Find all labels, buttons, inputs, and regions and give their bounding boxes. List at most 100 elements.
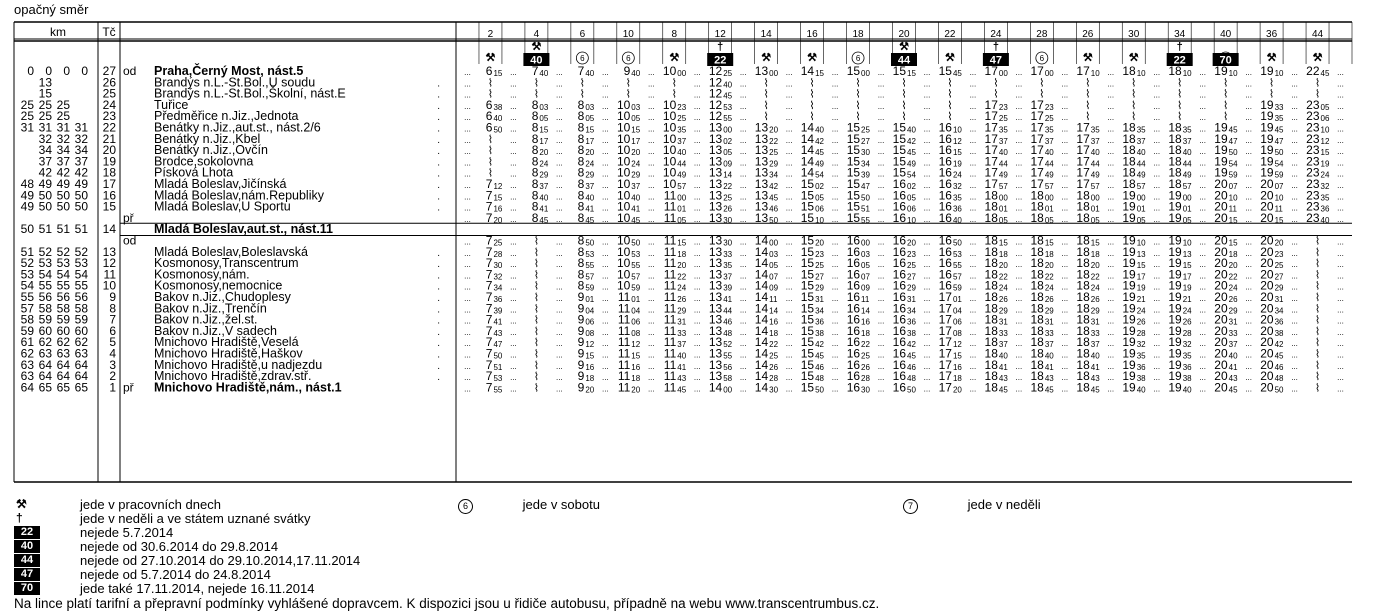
- time-minute: 16: [631, 363, 640, 372]
- time-hour: 20: [1214, 335, 1228, 349]
- km-value: 54: [75, 267, 89, 281]
- separator-dots: ...: [602, 79, 609, 88]
- separator-dots: ...: [924, 158, 931, 167]
- time-hour: 19: [1214, 64, 1228, 78]
- time-hour: 18: [1168, 177, 1182, 191]
- time-minute: 26: [999, 295, 1008, 304]
- separator-dots: ...: [924, 294, 931, 303]
- time-hour: 10: [663, 177, 677, 191]
- tc-value: 6: [109, 324, 116, 338]
- time-hour: 18: [1168, 166, 1182, 180]
- separator-dots: ...: [924, 384, 931, 393]
- time-minute: 40: [1321, 216, 1330, 225]
- separator-dots: ...: [1153, 238, 1160, 247]
- skip-mark: ⌇: [855, 111, 860, 123]
- time-hour: 19: [1168, 279, 1182, 293]
- separator-dots: ...: [1016, 113, 1023, 122]
- separator-dots: ...: [1291, 362, 1298, 371]
- time-minute: 09: [769, 284, 778, 293]
- time-minute: 00: [1045, 69, 1054, 78]
- time-minute: 25: [493, 239, 502, 248]
- time-hour: 18: [1168, 121, 1182, 135]
- skip-mark: ⌇: [1177, 89, 1182, 101]
- separator-dots: ...: [1153, 192, 1160, 201]
- time-minute: 40: [585, 193, 594, 202]
- km-value: 49: [75, 177, 89, 191]
- time-minute: 17: [539, 137, 548, 146]
- separator-dots: ...: [556, 373, 563, 382]
- time-minute: 20: [493, 216, 502, 225]
- separator-dots: ...: [970, 91, 977, 100]
- time-hour: 16: [893, 347, 907, 361]
- separator-dots: ...: [648, 192, 655, 201]
- time-minute: 58: [723, 374, 732, 383]
- time-hour: 14: [755, 267, 769, 281]
- time-minute: 05: [1091, 216, 1100, 225]
- time-minute: 37: [631, 182, 640, 191]
- km-value: 56: [75, 290, 89, 304]
- time-minute: 38: [907, 329, 916, 338]
- separator-dots: ...: [648, 362, 655, 371]
- separator-dots: ...: [1291, 271, 1298, 280]
- km-value: 63: [39, 347, 53, 361]
- time-hour: 8: [532, 143, 539, 157]
- circle-icon: [851, 51, 865, 65]
- separator-dots: ...: [924, 113, 931, 122]
- time-minute: 39: [861, 171, 870, 180]
- time-hour: 8: [532, 188, 539, 202]
- time-hour: 17: [1076, 154, 1090, 168]
- time-minute: 00: [677, 193, 686, 202]
- separator-dots: ...: [1291, 215, 1298, 224]
- time-minute: 21: [1183, 295, 1192, 304]
- separator-dots: ...: [786, 181, 793, 190]
- time-minute: 30: [723, 239, 732, 248]
- time-hour: 18: [985, 324, 999, 338]
- time-hour: 18: [985, 211, 999, 225]
- skip-mark: ⌇: [1269, 89, 1274, 101]
- separator-dots: ...: [694, 170, 701, 179]
- separator-dots: ...: [510, 339, 517, 348]
- separator-dots: ...: [740, 384, 747, 393]
- time-hour: 11: [618, 290, 631, 304]
- time-minute: 44: [1137, 159, 1146, 168]
- separator-dots: ...: [1291, 238, 1298, 247]
- skip-mark: ⌇: [809, 100, 814, 112]
- time-hour: 17: [1030, 109, 1044, 123]
- time-minute: 34: [907, 306, 916, 315]
- separator-dots: ...: [694, 260, 701, 269]
- time-minute: 53: [493, 374, 502, 383]
- time-minute: 45: [585, 216, 594, 225]
- time-minute: 27: [815, 272, 824, 281]
- time-minute: 50: [1275, 385, 1284, 394]
- separator-dots: ...: [740, 158, 747, 167]
- time-minute: 48: [723, 329, 732, 338]
- time-minute: 49: [1137, 171, 1146, 180]
- time-hour: 20: [1214, 358, 1228, 372]
- time-hour: 16: [847, 290, 861, 304]
- time-minute: 42: [907, 340, 916, 349]
- time-hour: 8: [532, 98, 539, 112]
- legend-badge-40: nejede od 30.6.2014 do 29.8.2014: [80, 539, 279, 554]
- time-minute: 41: [723, 295, 732, 304]
- separator-dots: ...: [648, 91, 655, 100]
- pick-icon: ⚒: [945, 52, 955, 64]
- time-minute: 22: [1045, 272, 1054, 281]
- time-minute: 36: [815, 318, 824, 327]
- time-minute: 19: [953, 159, 962, 168]
- time-hour: 10: [663, 166, 677, 180]
- separator-dots: ...: [602, 362, 609, 371]
- time-hour: 20: [1260, 188, 1274, 202]
- time-minute: 37: [1091, 340, 1100, 349]
- leader-dot: .: [437, 248, 440, 259]
- separator-dots: ...: [1337, 328, 1344, 337]
- skip-mark: ⌇: [1131, 89, 1136, 101]
- time-minute: 44: [999, 159, 1008, 168]
- train-number: 24: [990, 29, 1002, 40]
- time-hour: 8: [578, 109, 585, 123]
- separator-dots: ...: [464, 91, 471, 100]
- km-value: 51: [39, 222, 53, 236]
- time-minute: 40: [1137, 148, 1146, 157]
- time-minute: 40: [1229, 352, 1238, 361]
- separator-dots: ...: [1016, 384, 1023, 393]
- tc-value: 27: [103, 64, 117, 78]
